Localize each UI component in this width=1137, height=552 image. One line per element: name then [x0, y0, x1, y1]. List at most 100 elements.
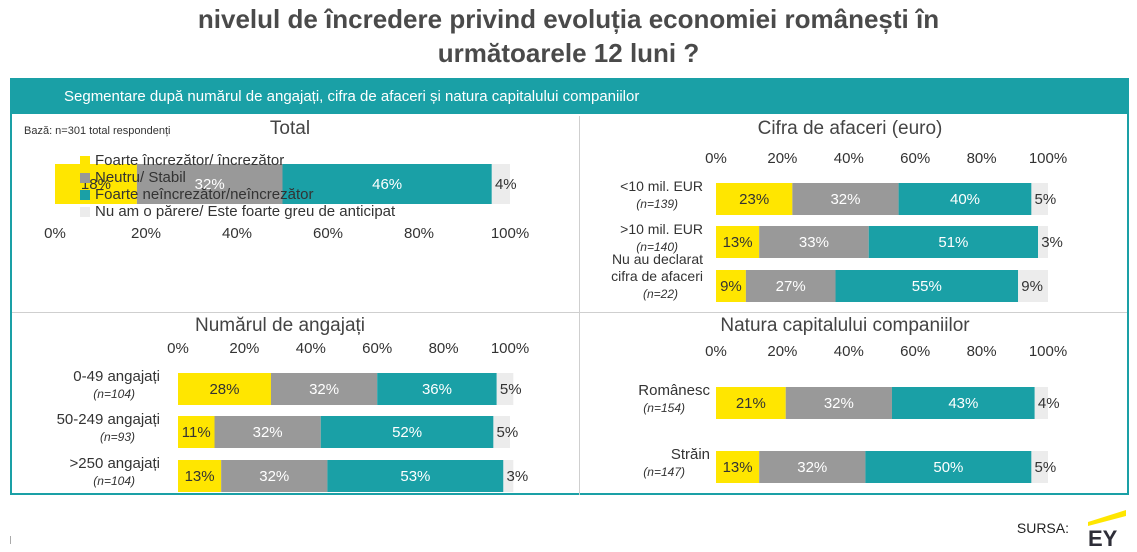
data-label: 46% — [372, 176, 402, 193]
bar-segment — [270, 373, 378, 405]
bar-segment — [891, 387, 1035, 419]
category-label: 0-49 angajați — [73, 368, 160, 385]
data-label: 51% — [938, 234, 968, 251]
data-label: 36% — [422, 381, 452, 398]
legend-label: Foarte încrezător/ încrezător — [95, 151, 285, 169]
corner-mark — [10, 536, 11, 544]
legend: Foarte încrezător/ încrezător Neutru/ St… — [80, 152, 395, 220]
category-n: (n=104) — [93, 474, 135, 488]
bar-segment — [865, 451, 1032, 483]
legend-swatch — [80, 172, 90, 183]
source-label: SURSA: — [1016, 520, 1069, 536]
legend-label: Neutru/ Stabil — [95, 168, 186, 186]
bar-segment — [491, 164, 510, 204]
legend-swatch — [80, 189, 90, 200]
data-label: 23% — [739, 191, 769, 208]
data-label: 21% — [736, 395, 766, 412]
tick-label: 80% — [967, 343, 997, 360]
tick-label: 40% — [222, 225, 252, 242]
category-label: Nu au declarat — [612, 251, 703, 267]
title-line-1: nivelul de încredere privind evoluția ec… — [197, 4, 940, 34]
tick-label: 20% — [229, 340, 259, 357]
tick-label: 40% — [834, 150, 864, 167]
bar-segment — [898, 183, 1032, 215]
data-label: 3% — [507, 468, 529, 485]
data-label: 13% — [185, 468, 215, 485]
category-label: >10 mil. EUR — [620, 221, 703, 237]
bar-segment — [377, 373, 497, 405]
category-n: (n=139) — [636, 197, 678, 211]
bar-segment — [716, 183, 793, 215]
legend-item-negative: Foarte neîncrezător/neîncrezător — [80, 186, 395, 203]
category-label: 50-249 angajați — [57, 411, 160, 428]
tick-label: 0% — [705, 150, 727, 167]
data-label: 4% — [495, 176, 517, 193]
category-n: (n=140) — [636, 240, 678, 254]
bar-segment — [55, 164, 137, 204]
tick-label: 40% — [296, 340, 326, 357]
bar-segment — [716, 451, 760, 483]
data-label: 13% — [723, 459, 753, 476]
data-label: 5% — [1035, 459, 1057, 476]
bar-segment — [1034, 387, 1048, 419]
data-label: 32% — [830, 191, 860, 208]
bar-segment — [1018, 270, 1048, 302]
chart-frame: Segmentare după numărul de angajați, cif… — [10, 78, 1129, 495]
category-label: >250 angajați — [70, 455, 161, 472]
tick-label: 20% — [767, 343, 797, 360]
data-label: 33% — [799, 234, 829, 251]
tick-label: 80% — [404, 225, 434, 242]
horizontal-divider — [12, 312, 1127, 313]
data-label: 4% — [1038, 395, 1060, 412]
bar-segment — [1038, 226, 1048, 258]
bar-segment — [868, 226, 1039, 258]
data-label: 40% — [950, 191, 980, 208]
data-label: 32% — [797, 459, 827, 476]
bar-segment — [745, 270, 836, 302]
bar-segment — [759, 451, 866, 483]
legend-item-no-opinion: Nu am o părere/ Este foarte greu de anti… — [80, 203, 395, 220]
legend-item-positive: Foarte încrezător/ încrezător — [80, 152, 395, 169]
tick-label: 60% — [313, 225, 343, 242]
bar-segment — [716, 226, 760, 258]
bar-segment — [716, 387, 786, 419]
ey-logo: EY — [1088, 510, 1126, 548]
data-label: 5% — [1035, 191, 1057, 208]
bar-segment — [792, 183, 899, 215]
base-note: Bază: n=301 total respondenți — [24, 125, 171, 137]
bar-segment — [493, 416, 510, 448]
bar-segment — [178, 416, 215, 448]
title-line-2: următoarele 12 luni ? — [437, 38, 700, 68]
category-label: Străin — [671, 446, 710, 463]
bar-segment — [320, 416, 494, 448]
tick-label: 60% — [362, 340, 392, 357]
data-label: 5% — [500, 381, 522, 398]
tick-label: 0% — [167, 340, 189, 357]
bar-segment — [759, 226, 869, 258]
data-label: 13% — [723, 234, 753, 251]
category-n: (n=104) — [93, 387, 135, 401]
data-label: 53% — [400, 468, 430, 485]
bar-segment — [716, 270, 746, 302]
tick-label: 80% — [429, 340, 459, 357]
tick-label: 0% — [705, 343, 727, 360]
bar-segment — [214, 416, 321, 448]
bar-segment — [835, 270, 1019, 302]
panel-title: Natura capitalului companiilor — [720, 315, 970, 336]
panel-title: Cifra de afaceri (euro) — [758, 118, 943, 139]
tick-label: 100% — [1029, 343, 1067, 360]
bar-segment — [178, 373, 271, 405]
legend-swatch — [80, 206, 90, 217]
category-n: (n=22) — [643, 287, 678, 301]
vertical-divider — [579, 116, 580, 495]
panel-title: Total — [270, 118, 310, 139]
category-n: (n=147) — [643, 465, 685, 479]
category-label: Românesc — [638, 382, 710, 399]
bar-segment — [1031, 451, 1048, 483]
data-label: 11% — [182, 424, 211, 441]
bar-segment — [1031, 183, 1048, 215]
bar-segment — [221, 460, 328, 492]
ey-logo-text: EY — [1088, 526, 1118, 548]
data-label: 50% — [933, 459, 963, 476]
